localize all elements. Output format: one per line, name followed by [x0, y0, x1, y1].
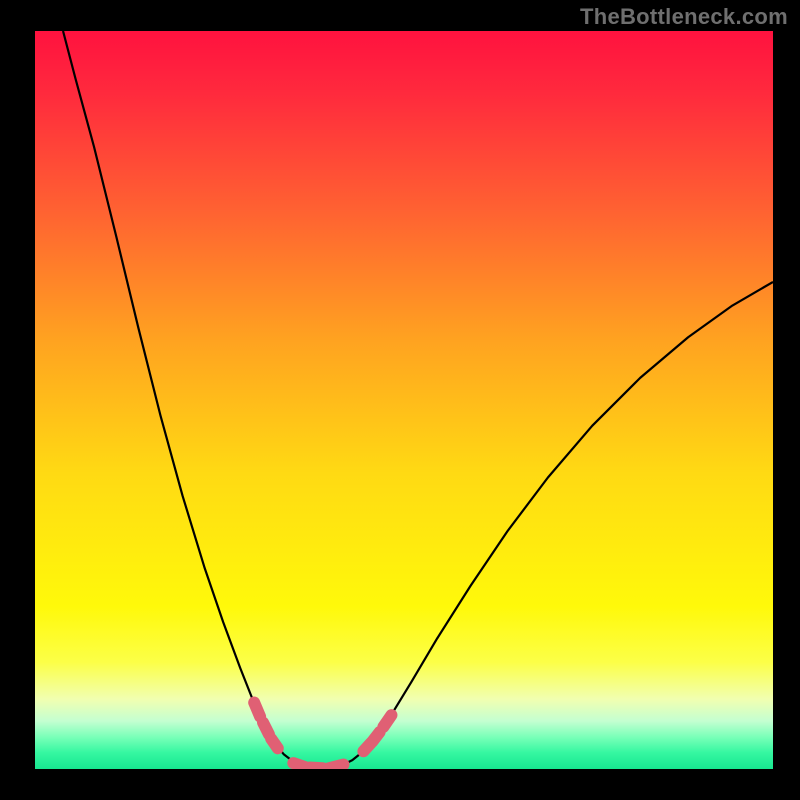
marker-segment [383, 715, 391, 727]
marker-segment [329, 765, 344, 769]
marker-segment [293, 763, 304, 767]
chart-frame: TheBottleneck.com [0, 0, 800, 800]
bottleneck-curve-chart [0, 0, 800, 800]
marker-segment [263, 723, 269, 735]
marker-segment [271, 739, 278, 749]
watermark-text: TheBottleneck.com [580, 4, 788, 30]
gradient-background [35, 31, 773, 769]
marker-segment [363, 743, 370, 751]
marker-segment [372, 732, 379, 742]
bottleneck-curve [63, 31, 773, 769]
marker-segment [254, 703, 260, 717]
marker-segment [310, 768, 323, 769]
